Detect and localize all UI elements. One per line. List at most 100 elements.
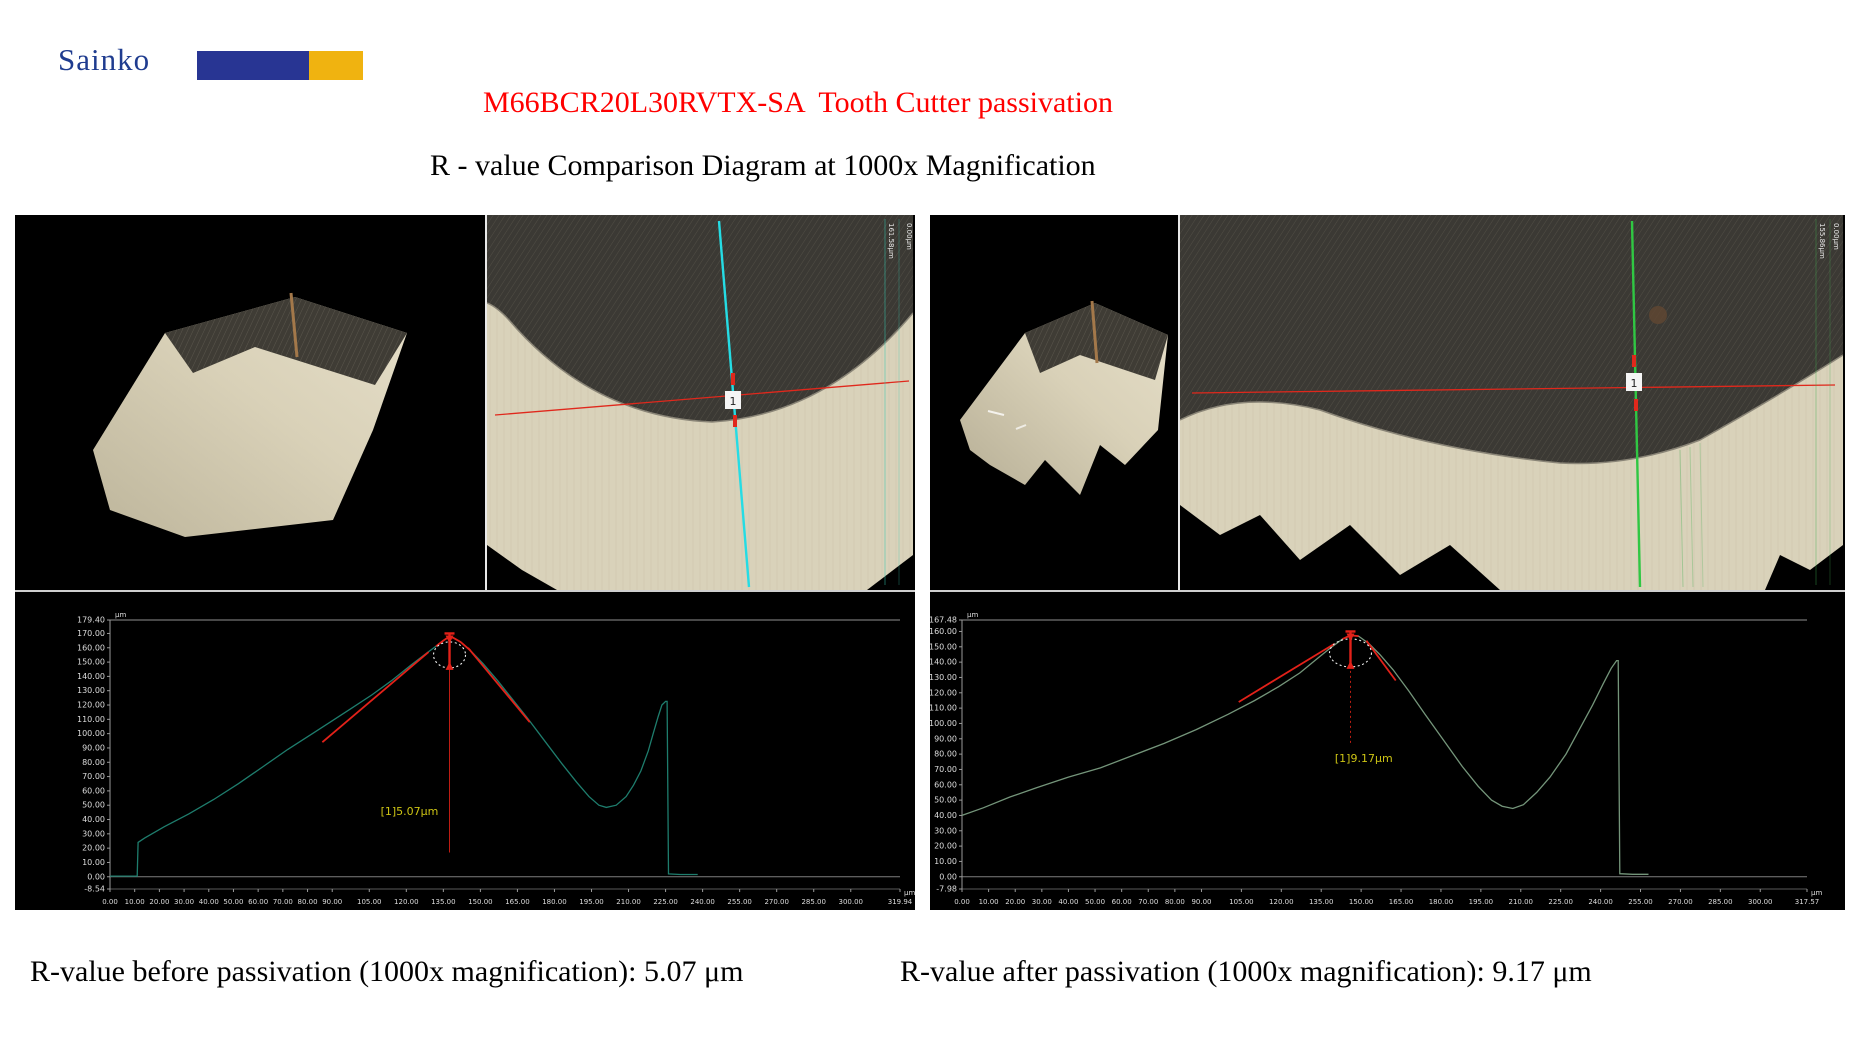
svg-text:110.00: 110.00: [930, 704, 957, 713]
svg-text:255.00: 255.00: [1628, 898, 1653, 906]
svg-text:165.00: 165.00: [505, 898, 530, 906]
svg-text:20.00: 20.00: [149, 898, 169, 906]
svg-text:150.00: 150.00: [930, 642, 957, 651]
svg-text:195.00: 195.00: [1469, 898, 1494, 906]
svg-text:μm: μm: [967, 611, 978, 619]
scalebar-max-label: 155.86μm: [1818, 223, 1826, 259]
svg-text:225.00: 225.00: [653, 898, 678, 906]
caption-after: R-value after passivation (1000x magnifi…: [900, 955, 1592, 988]
svg-text:80.00: 80.00: [82, 758, 105, 767]
scalebar-max-label: 161.58μm: [887, 223, 895, 259]
svg-text:100.00: 100.00: [930, 719, 957, 728]
image-divider: [485, 215, 487, 590]
svg-text:50.00: 50.00: [934, 796, 957, 805]
svg-text:0.00: 0.00: [939, 872, 957, 881]
svg-text:70.00: 70.00: [934, 765, 957, 774]
svg-text:30.00: 30.00: [1032, 898, 1052, 906]
svg-text:195.00: 195.00: [579, 898, 604, 906]
svg-text:179.40: 179.40: [77, 616, 105, 625]
profile-chart-before: μm 179.40 170.00 160.00 150.00 140.00 130.00 12…: [15, 592, 915, 910]
svg-text:105.00: 105.00: [357, 898, 382, 906]
surface-blemish: [1649, 306, 1667, 324]
svg-text:10.00: 10.00: [979, 898, 999, 906]
caption-before: R-value before passivation (1000x magnif…: [30, 955, 744, 988]
micrograph-2d-before: 1 161.58μm 0.00μm: [487, 215, 913, 590]
svg-text:165.00: 165.00: [1389, 898, 1414, 906]
measurement-axis-line: [1191, 384, 1836, 394]
svg-text:40.00: 40.00: [1058, 898, 1078, 906]
svg-text:160.00: 160.00: [930, 627, 957, 636]
logo-block-yellow: [309, 51, 363, 80]
svg-text:50.00: 50.00: [1085, 898, 1105, 906]
svg-text:10.00: 10.00: [82, 858, 105, 867]
panel-before: 1 161.58μm 0.00μm μm 179.40 1 70.00 160.00 15…: [15, 215, 915, 910]
svg-text:150.00: 150.00: [468, 898, 493, 906]
micrograph-2d-after: 1 155.86μm 0.00μm: [1180, 215, 1843, 590]
svg-text:20.00: 20.00: [1005, 898, 1025, 906]
edge-boundary: [1180, 354, 1843, 465]
svg-text:110.00: 110.00: [77, 715, 105, 724]
svg-text:100.00: 100.00: [77, 729, 105, 738]
svg-text:210.00: 210.00: [616, 898, 641, 906]
svg-text:90.00: 90.00: [82, 743, 105, 752]
edge-boundary: [487, 302, 913, 423]
svg-text:300.00: 300.00: [839, 898, 864, 906]
svg-text:μm: μm: [115, 611, 126, 619]
svg-text:150.00: 150.00: [77, 658, 105, 667]
svg-text:150.00: 150.00: [1349, 898, 1374, 906]
svg-text:270.00: 270.00: [1668, 898, 1693, 906]
svg-text:120.00: 120.00: [394, 898, 419, 906]
micrograph-row-after: 1 155.86μm 0.00μm: [930, 215, 1845, 592]
svg-text:μm: μm: [1811, 889, 1822, 897]
svg-text:[1]9.17μm: [1]9.17μm: [1335, 752, 1393, 765]
svg-text:140.00: 140.00: [930, 658, 957, 667]
svg-text:255.00: 255.00: [727, 898, 752, 906]
scalebar-min-label: 0.00μm: [905, 223, 913, 250]
svg-text:317.57: 317.57: [1795, 898, 1820, 906]
logo-block-blue: [197, 51, 309, 80]
svg-text:40.00: 40.00: [199, 898, 219, 906]
svg-text:-8.54: -8.54: [84, 885, 105, 894]
svg-text:300.00: 300.00: [1748, 898, 1773, 906]
svg-text:105.00: 105.00: [1229, 898, 1254, 906]
svg-text:135.00: 135.00: [431, 898, 456, 906]
svg-text:90.00: 90.00: [934, 734, 957, 743]
svg-text:μm: μm: [904, 889, 915, 897]
svg-text:90.00: 90.00: [1191, 898, 1211, 906]
svg-text:80.00: 80.00: [934, 750, 957, 759]
svg-text:90.00: 90.00: [322, 898, 342, 906]
svg-text:167.48: 167.48: [930, 616, 957, 625]
image-divider: [1178, 215, 1180, 590]
svg-text:20.00: 20.00: [82, 844, 105, 853]
svg-text:-7.98: -7.98: [936, 885, 957, 894]
marker-box: [725, 391, 741, 409]
svg-text:135.00: 135.00: [1309, 898, 1334, 906]
svg-text:120.00: 120.00: [930, 688, 957, 697]
micrograph-row-before: 1 161.58μm 0.00μm: [15, 215, 915, 592]
svg-text:10.00: 10.00: [125, 898, 145, 906]
cutting-edge-ridge: [289, 292, 299, 358]
marker-label: 1: [730, 395, 737, 408]
svg-text:60.00: 60.00: [248, 898, 268, 906]
svg-text:225.00: 225.00: [1548, 898, 1573, 906]
svg-text:0.00: 0.00: [954, 898, 970, 906]
svg-text:70.00: 70.00: [273, 898, 293, 906]
svg-text:80.00: 80.00: [298, 898, 318, 906]
svg-text:240.00: 240.00: [1588, 898, 1613, 906]
svg-text:0.00: 0.00: [102, 898, 118, 906]
marker-box: [1626, 373, 1642, 391]
svg-text:120.00: 120.00: [1269, 898, 1294, 906]
svg-text:319.94: 319.94: [888, 898, 913, 906]
svg-text:30.00: 30.00: [174, 898, 194, 906]
svg-text:120.00: 120.00: [77, 701, 105, 710]
scalebar-min-label: 0.00μm: [1832, 223, 1840, 250]
svg-text:210.00: 210.00: [1509, 898, 1534, 906]
svg-text:160.00: 160.00: [77, 643, 105, 652]
svg-text:130.00: 130.00: [77, 686, 105, 695]
svg-text:[1]5.07μm: [1]5.07μm: [381, 805, 439, 818]
svg-text:60.00: 60.00: [934, 780, 957, 789]
svg-text:40.00: 40.00: [934, 811, 957, 820]
svg-text:180.00: 180.00: [542, 898, 567, 906]
micrograph-3d-before: [15, 215, 485, 590]
